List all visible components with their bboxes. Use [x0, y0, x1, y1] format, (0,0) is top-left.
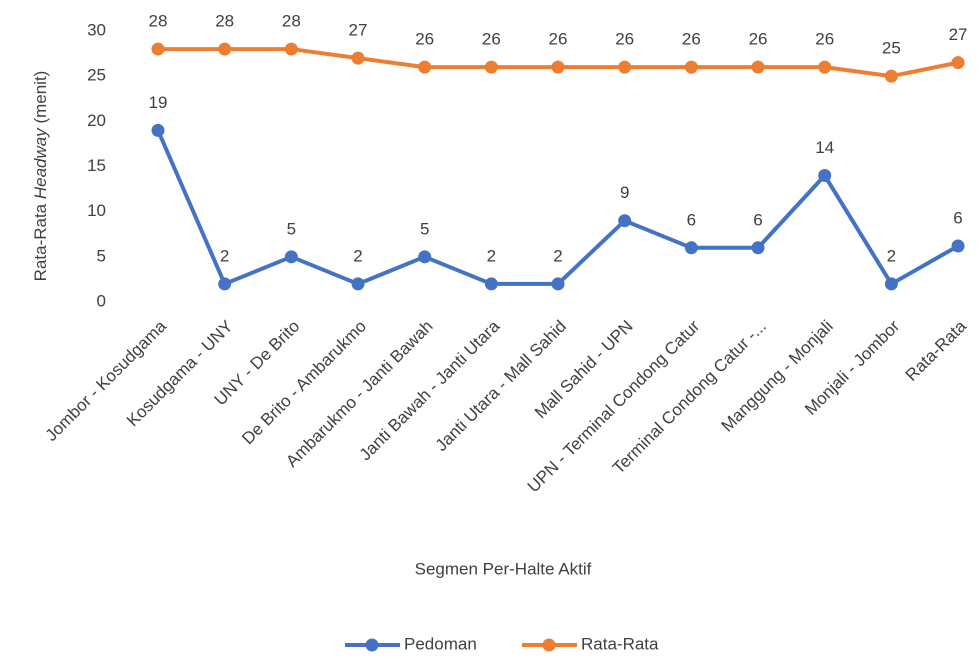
data-point [284, 250, 298, 264]
data-point [284, 42, 298, 56]
y-axis-label: Rata-Rata Headway (menit) [31, 71, 50, 282]
legend-label: Rata-Rata [581, 634, 659, 653]
y-tick-label: 0 [97, 291, 106, 310]
data-label: 28 [215, 12, 234, 31]
data-label: 19 [149, 93, 168, 112]
y-tick-label: 15 [87, 156, 106, 175]
x-axis-label: Segmen Per-Halte Aktif [415, 559, 592, 578]
x-tick-label: De Brito - Ambarukmo [238, 317, 370, 449]
legend-label: Pedoman [404, 634, 477, 653]
data-point [218, 277, 232, 291]
data-label: 26 [615, 30, 634, 49]
data-point [484, 277, 498, 291]
data-label: 2 [353, 246, 362, 265]
data-label: 9 [620, 183, 629, 202]
data-point [751, 60, 765, 74]
data-point [751, 241, 765, 255]
data-label: 27 [349, 21, 368, 40]
data-label: 26 [482, 30, 501, 49]
x-tick-label: Janti Bawah - Janti Utara [356, 316, 504, 464]
data-label: 6 [687, 210, 696, 229]
data-point [618, 60, 632, 74]
data-label: 2 [487, 246, 496, 265]
data-point [151, 123, 165, 137]
data-point [418, 250, 432, 264]
legend-marker [365, 638, 379, 652]
data-label: 26 [682, 30, 701, 49]
data-label: 2 [220, 246, 229, 265]
data-label: 5 [287, 219, 296, 238]
data-point [884, 277, 898, 291]
legend-marker [542, 638, 556, 652]
data-point [818, 60, 832, 74]
data-label: 2 [887, 246, 896, 265]
data-point [951, 56, 965, 70]
data-label: 28 [282, 12, 301, 31]
x-tick-label: Manggung - Monjali [718, 317, 837, 436]
data-label: 2 [553, 246, 562, 265]
data-point [818, 169, 832, 183]
data-label: 26 [815, 30, 834, 49]
x-tick-label: Jombor - Kosudgama [42, 316, 171, 445]
y-tick-label: 20 [87, 111, 106, 130]
data-point [151, 42, 165, 56]
data-point [418, 60, 432, 74]
data-point [484, 60, 498, 74]
data-label: 14 [815, 138, 834, 157]
y-tick-label: 10 [87, 201, 106, 220]
data-point [684, 241, 698, 255]
data-point [884, 69, 898, 83]
data-point [351, 277, 365, 291]
data-point [951, 239, 965, 253]
y-tick-label: 30 [87, 20, 106, 39]
data-label: 26 [749, 30, 768, 49]
y-tick-label: 25 [87, 66, 106, 85]
data-point [551, 60, 565, 74]
y-tick-label: 5 [97, 246, 106, 265]
data-point [351, 51, 365, 65]
data-label: 26 [415, 30, 434, 49]
data-label: 6 [953, 208, 962, 227]
data-point [218, 42, 232, 56]
data-point [684, 60, 698, 74]
data-label: 26 [549, 30, 568, 49]
data-point [618, 214, 632, 228]
data-label: 5 [420, 219, 429, 238]
x-tick-label: Janti Utara - Mall Sahid [432, 317, 570, 455]
data-label: 28 [149, 12, 168, 31]
data-label: 27 [949, 25, 968, 44]
data-label: 6 [753, 210, 762, 229]
data-point [551, 277, 565, 291]
data-label: 25 [882, 39, 901, 58]
x-tick-label: Rata-Rata [902, 316, 971, 385]
